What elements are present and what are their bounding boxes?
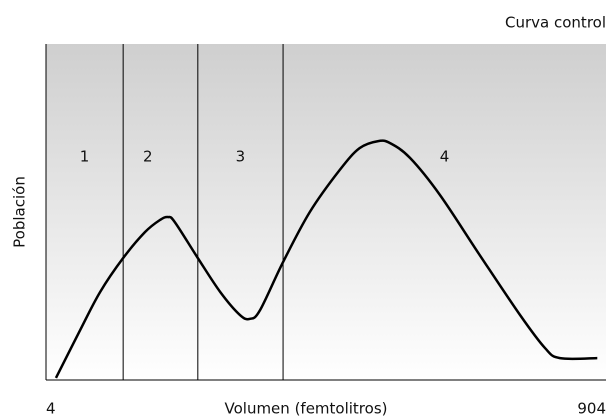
x-axis-label: Volumen (femtolitros) xyxy=(225,400,388,417)
region-label: 2 xyxy=(143,148,153,166)
region-label: 4 xyxy=(440,148,450,166)
curve xyxy=(54,139,598,379)
region-label: 1 xyxy=(80,148,90,166)
chart-title: Curva control xyxy=(505,14,606,32)
x-tick-label: 904 xyxy=(577,400,606,417)
plot-area xyxy=(46,44,606,380)
x-tick-label: 4 xyxy=(46,400,56,417)
y-axis-label: Población xyxy=(11,176,29,248)
region-label: 3 xyxy=(236,148,246,166)
